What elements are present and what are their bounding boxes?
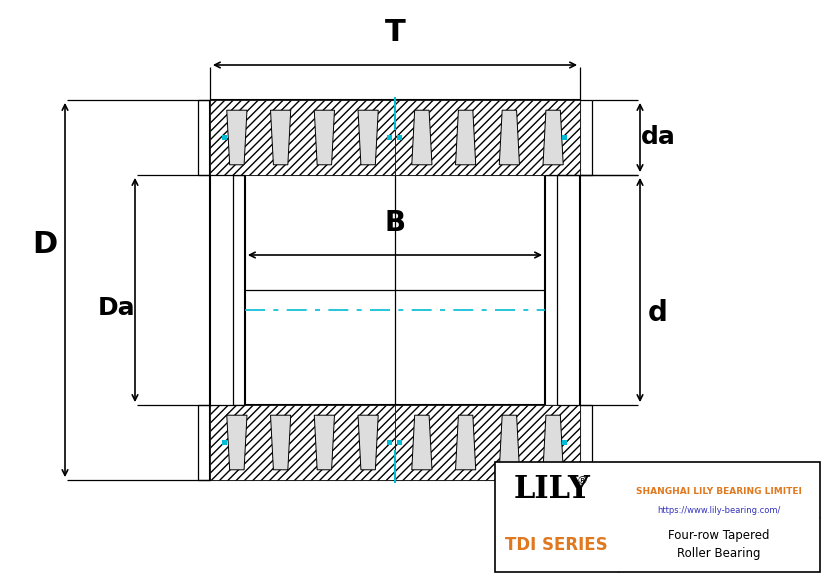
Bar: [222, 440, 227, 445]
Polygon shape: [270, 110, 290, 165]
Bar: [210, 405, 394, 480]
Text: D: D: [32, 230, 58, 259]
Polygon shape: [227, 415, 246, 470]
Text: d: d: [648, 299, 667, 327]
Bar: [387, 440, 392, 445]
Polygon shape: [357, 415, 378, 470]
Bar: [562, 135, 566, 140]
Bar: [210, 100, 394, 175]
Polygon shape: [455, 110, 476, 165]
Polygon shape: [411, 110, 432, 165]
Polygon shape: [314, 415, 334, 470]
Polygon shape: [543, 110, 562, 165]
Bar: [562, 440, 566, 445]
Bar: [394, 100, 579, 175]
Text: B: B: [384, 209, 405, 237]
Text: LILY: LILY: [513, 474, 590, 505]
Text: Four-row Tapered
Roller Bearing: Four-row Tapered Roller Bearing: [667, 529, 769, 560]
Bar: [495, 462, 819, 572]
Polygon shape: [543, 415, 562, 470]
Polygon shape: [499, 415, 519, 470]
Text: SHANGHAI LILY BEARING LIMITEI: SHANGHAI LILY BEARING LIMITEI: [635, 487, 801, 496]
Polygon shape: [357, 110, 378, 165]
Polygon shape: [227, 110, 246, 165]
Polygon shape: [270, 415, 290, 470]
Polygon shape: [411, 415, 432, 470]
Polygon shape: [499, 110, 519, 165]
Bar: [222, 135, 227, 140]
Bar: [397, 135, 402, 140]
Text: T: T: [385, 18, 405, 47]
Text: ®: ®: [576, 476, 586, 486]
Polygon shape: [455, 415, 476, 470]
Text: Da: Da: [98, 297, 136, 321]
Text: da: da: [640, 126, 675, 150]
Bar: [394, 405, 579, 480]
Bar: [387, 135, 392, 140]
Polygon shape: [314, 110, 334, 165]
Bar: [397, 440, 402, 445]
Text: https://www.lily-bearing.com/: https://www.lily-bearing.com/: [657, 506, 780, 515]
Text: TDI SERIES: TDI SERIES: [504, 535, 607, 553]
